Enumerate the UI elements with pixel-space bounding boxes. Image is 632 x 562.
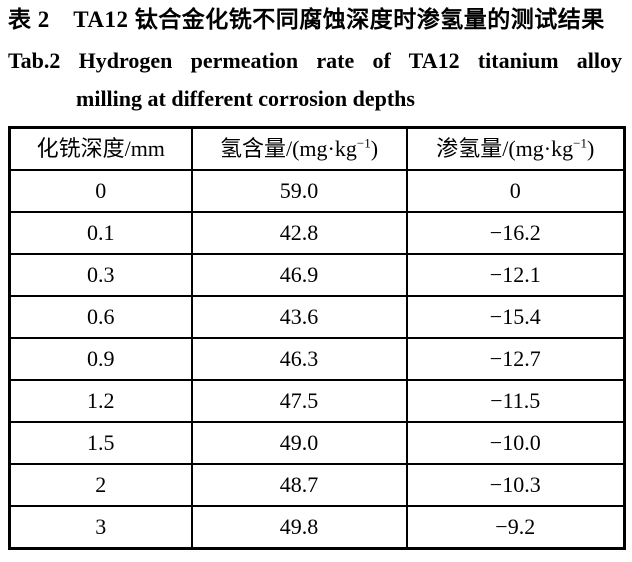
paper-table-figure: 表 2 TA12 钛合金化铣不同腐蚀深度时渗氢量的测试结果 Tab.2 Hydr… xyxy=(0,6,632,562)
table-caption-english-line2: milling at different corrosion depths xyxy=(76,86,415,112)
table-row: 3 49.8 −9.2 xyxy=(8,504,626,550)
cell-hydrogen-content: 46.3 xyxy=(190,336,408,381)
table-row: 0.3 46.9 −12.1 xyxy=(8,252,626,297)
cell-depth: 3 xyxy=(8,504,193,550)
unit-superscript: −1 xyxy=(356,135,371,151)
cell-hydrogen-permeation: −10.0 xyxy=(405,420,626,465)
unit-base-text: 氢含量/(mg·kg xyxy=(219,135,357,161)
header-row: 化铣深度/mm 氢含量/(mg·kg−1) 渗氢量/(mg·kg−1) xyxy=(8,126,626,171)
cell-depth: 0.1 xyxy=(8,210,193,255)
table-row: 1.5 49.0 −10.0 xyxy=(8,420,626,465)
cell-depth: 2 xyxy=(8,462,193,507)
cell-hydrogen-content: 47.5 xyxy=(190,378,408,423)
cell-depth: 0.6 xyxy=(8,294,193,339)
unit-superscript: −1 xyxy=(573,135,587,151)
cell-hydrogen-content: 59.0 xyxy=(190,168,408,213)
table-row: 0 59.0 0 xyxy=(8,168,626,213)
cell-hydrogen-content: 49.0 xyxy=(190,420,408,465)
table-row: 2 48.7 −10.3 xyxy=(8,462,626,507)
unit-close-paren: ) xyxy=(370,135,379,161)
unit-close-paren: ) xyxy=(586,135,595,161)
cell-hydrogen-content: 49.8 xyxy=(190,504,408,550)
table-row: 0.9 46.3 −12.7 xyxy=(8,336,626,381)
cell-depth: 0.9 xyxy=(8,336,193,381)
unit-base-text: 渗氢量/(mg·kg xyxy=(436,135,574,161)
cell-hydrogen-permeation: −12.7 xyxy=(405,336,626,381)
table-caption-english-line1: Tab.2 Hydrogen permeation rate of TA12 t… xyxy=(8,47,622,73)
column-header-milling-depth: 化铣深度/mm xyxy=(8,126,193,171)
cell-hydrogen-content: 42.8 xyxy=(190,210,408,255)
table-row: 0.6 43.6 −15.4 xyxy=(8,294,626,339)
cell-depth: 1.5 xyxy=(8,420,193,465)
table-caption-chinese: 表 2 TA12 钛合金化铣不同腐蚀深度时渗氢量的测试结果 xyxy=(8,7,605,32)
cell-hydrogen-permeation: 0 xyxy=(405,168,626,213)
cell-depth: 1.2 xyxy=(8,378,193,423)
cell-hydrogen-content: 46.9 xyxy=(190,252,408,297)
cell-hydrogen-permeation: −16.2 xyxy=(405,210,626,255)
table-row: 1.2 47.5 −11.5 xyxy=(8,378,626,423)
hydrogen-permeation-table: 化铣深度/mm 氢含量/(mg·kg−1) 渗氢量/(mg·kg−1) 0 59… xyxy=(8,125,626,550)
cell-hydrogen-permeation: −9.2 xyxy=(405,504,626,550)
cell-depth: 0.3 xyxy=(8,252,193,297)
cell-hydrogen-permeation: −15.4 xyxy=(405,294,626,339)
cell-hydrogen-content: 48.7 xyxy=(190,462,408,507)
column-header-hydrogen-content: 氢含量/(mg·kg−1) xyxy=(190,126,408,171)
table-row: 0.1 42.8 −16.2 xyxy=(8,210,626,255)
cell-hydrogen-permeation: −11.5 xyxy=(405,378,626,423)
cell-hydrogen-permeation: −10.3 xyxy=(405,462,626,507)
cell-hydrogen-content: 43.6 xyxy=(190,294,408,339)
cell-hydrogen-permeation: −12.1 xyxy=(405,252,626,297)
column-header-hydrogen-permeation: 渗氢量/(mg·kg−1) xyxy=(405,126,626,171)
cell-depth: 0 xyxy=(8,168,193,213)
